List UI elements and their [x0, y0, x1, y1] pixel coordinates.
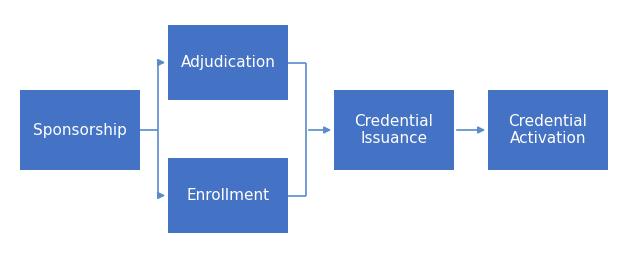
Text: Adjudication: Adjudication — [180, 55, 275, 70]
Bar — [334, 90, 454, 170]
Bar — [20, 90, 140, 170]
Text: Sponsorship: Sponsorship — [33, 122, 127, 138]
Bar — [168, 158, 288, 233]
Text: Enrollment: Enrollment — [187, 188, 270, 203]
Bar — [488, 90, 608, 170]
Bar — [168, 25, 288, 100]
Text: Credential
Activation: Credential Activation — [509, 114, 587, 146]
Text: Credential
Issuance: Credential Issuance — [354, 114, 434, 146]
